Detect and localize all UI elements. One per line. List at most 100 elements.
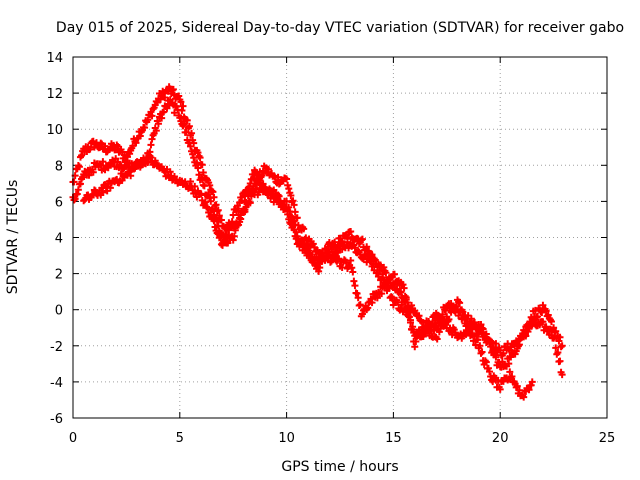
data-point	[394, 298, 402, 306]
data-point	[199, 168, 207, 176]
data-point	[198, 175, 206, 183]
data-point	[76, 180, 84, 188]
data-point	[552, 344, 560, 352]
data-point	[356, 301, 364, 309]
data-point	[222, 230, 230, 238]
data-point	[154, 120, 162, 128]
data-point	[556, 357, 564, 365]
data-point	[379, 273, 387, 281]
data-point	[552, 327, 560, 335]
data-point	[554, 349, 562, 357]
y-tick-label: 14	[46, 51, 63, 66]
data-point	[238, 196, 246, 204]
data-point	[508, 372, 516, 380]
data-point	[505, 360, 513, 368]
data-point	[428, 320, 436, 328]
data-point	[405, 308, 413, 316]
data-point	[433, 335, 441, 343]
data-point	[390, 270, 398, 278]
data-point	[225, 226, 233, 234]
data-point	[363, 243, 371, 251]
data-point	[106, 184, 114, 192]
data-point	[127, 172, 135, 180]
data-point	[326, 258, 334, 266]
data-point	[206, 194, 214, 202]
data-point	[204, 204, 212, 212]
data-point	[190, 154, 198, 162]
data-point	[179, 102, 187, 110]
y-tick-label: 6	[55, 195, 63, 210]
data-point	[230, 232, 238, 240]
data-point	[182, 128, 190, 136]
data-point	[402, 296, 410, 304]
data-point	[99, 188, 107, 196]
data-point	[484, 364, 492, 372]
data-point	[525, 321, 533, 329]
data-point	[556, 333, 564, 341]
data-point	[555, 337, 563, 345]
data-point	[400, 284, 408, 292]
data-point	[205, 190, 213, 198]
data-point	[387, 293, 395, 301]
data-point	[471, 318, 479, 326]
data-point	[198, 161, 206, 169]
series-sdtvar-track-c	[80, 152, 536, 401]
data-point	[229, 236, 237, 244]
tick-labels: 0 5 10 15 20 25 -6 -4 -2 0 2 4 6 8 10 12 14	[46, 51, 615, 446]
data-point	[147, 153, 155, 161]
y-tick-label: -2	[50, 340, 63, 355]
data-point	[215, 227, 223, 235]
data-point	[246, 199, 254, 207]
data-point	[290, 201, 298, 209]
data-point	[241, 208, 249, 216]
data-point	[152, 127, 160, 135]
data-point	[398, 301, 406, 309]
data-point	[327, 245, 335, 253]
data-point	[210, 217, 218, 225]
data-point	[70, 178, 78, 186]
data-point	[534, 313, 542, 321]
data-point	[334, 249, 342, 257]
x-tick-label: 10	[278, 431, 295, 446]
data-point	[193, 159, 201, 167]
data-point	[371, 260, 379, 268]
data-point	[274, 191, 282, 199]
data-point	[412, 338, 420, 346]
data-point	[415, 312, 423, 320]
data-point	[284, 210, 292, 218]
data-point	[209, 188, 217, 196]
data-point	[285, 185, 293, 193]
y-tick-label: -4	[50, 376, 63, 391]
data-point	[547, 318, 555, 326]
data-point	[141, 124, 149, 132]
data-point	[186, 178, 194, 186]
data-point	[316, 264, 324, 272]
data-point	[373, 294, 381, 302]
data-point	[166, 168, 174, 176]
data-point	[528, 378, 536, 386]
data-point	[384, 283, 392, 291]
data-point	[486, 339, 494, 347]
data-point	[283, 204, 291, 212]
data-point	[200, 199, 208, 207]
data-point	[404, 303, 412, 311]
data-point	[467, 315, 475, 323]
data-point	[249, 174, 257, 182]
y-tick-label: 12	[46, 87, 63, 102]
data-points	[69, 83, 566, 401]
data-point	[197, 190, 205, 198]
data-point	[411, 343, 419, 351]
data-point	[520, 393, 528, 401]
data-point	[325, 238, 333, 246]
data-point	[349, 268, 357, 276]
x-tick-label: 0	[69, 431, 77, 446]
data-point	[174, 106, 182, 114]
y-tick-label: 2	[55, 268, 63, 283]
data-point	[185, 122, 193, 130]
data-point	[157, 95, 165, 103]
data-point	[183, 116, 191, 124]
data-point	[351, 282, 359, 290]
data-point	[315, 267, 323, 275]
data-point	[200, 182, 208, 190]
